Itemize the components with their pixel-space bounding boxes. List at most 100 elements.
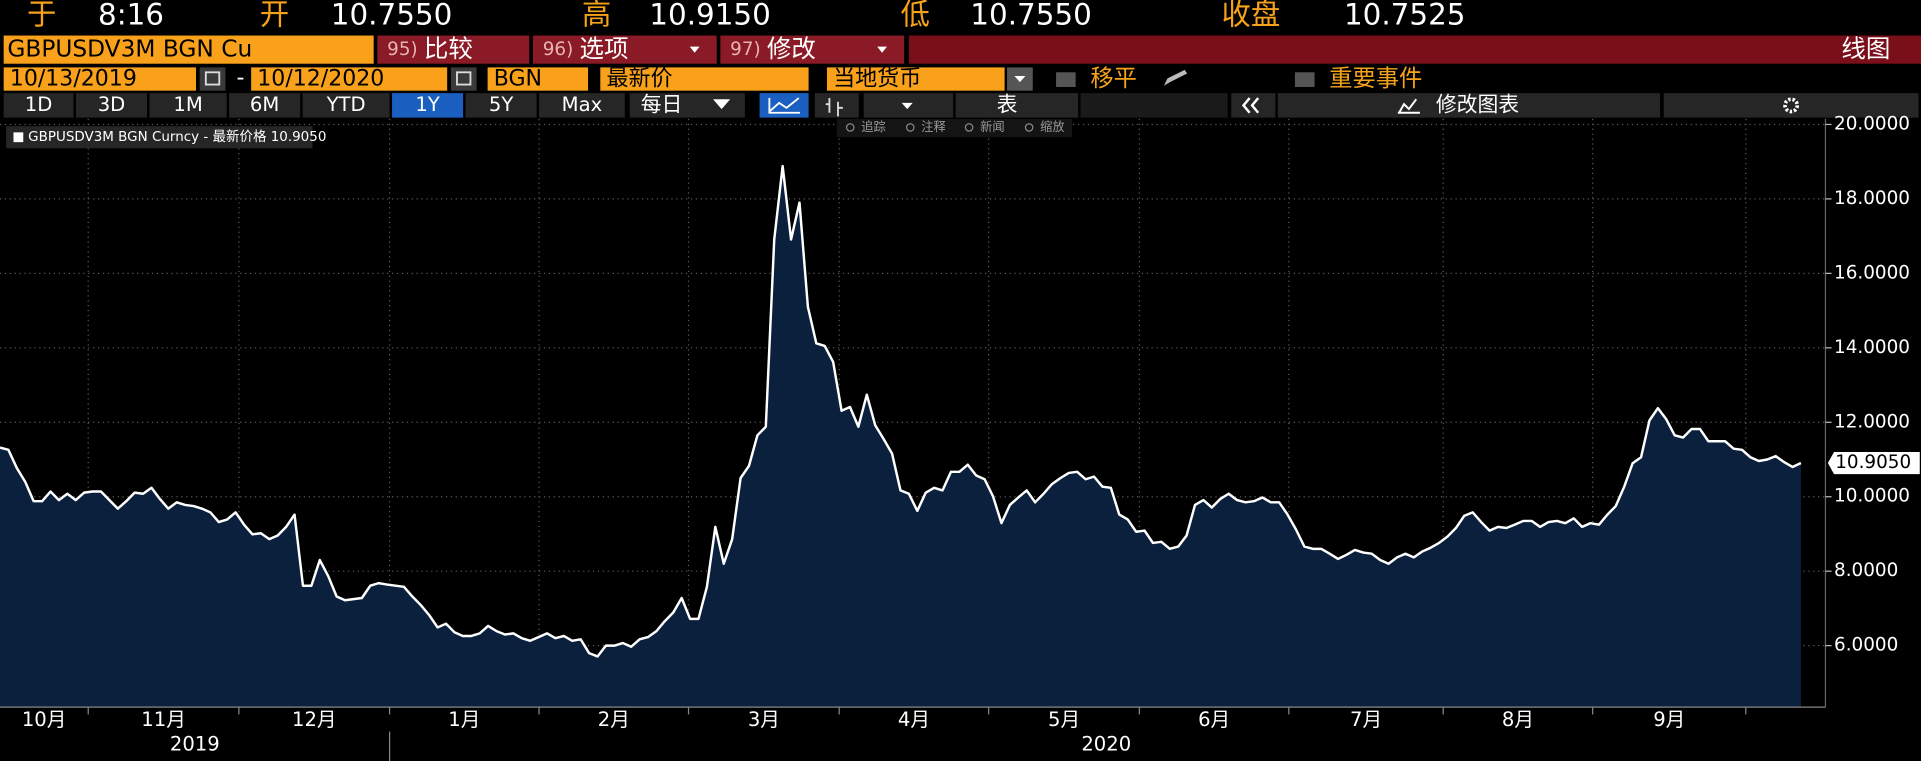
y-tick-label: 6.0000: [1834, 635, 1898, 656]
x-tick-label: 4月: [898, 708, 930, 731]
chart-type: 线图: [1841, 34, 1890, 63]
dropdown-arrow: [901, 102, 913, 110]
x-tick-label: 9月: [1653, 708, 1685, 731]
dropdown-arrow: [1014, 75, 1026, 83]
input-text: 10/12/2020: [257, 67, 384, 92]
input-field[interactable]: [487, 67, 589, 91]
menu-number: 95): [387, 39, 418, 60]
year-label: 2019: [170, 733, 220, 756]
period-label: 6M: [250, 93, 279, 116]
bar-icon: [825, 98, 843, 117]
last-value-tag: [1827, 452, 1920, 475]
x-tick-label: 12月: [292, 708, 337, 731]
checkbox-label: 重要事件: [1329, 65, 1422, 92]
period-button[interactable]: [465, 93, 537, 118]
table-button[interactable]: [955, 93, 1079, 118]
input-text: BGN: [494, 67, 542, 92]
input-field[interactable]: [251, 67, 448, 91]
period-label: 1Y: [415, 93, 439, 116]
y-tick-label: 8.0000: [1834, 560, 1898, 581]
period-label: Max: [562, 93, 603, 116]
x-tick-label: 10月: [22, 708, 67, 731]
quote-text: 开: [260, 0, 289, 31]
quote-text: 收盘: [1221, 0, 1280, 31]
checkbox[interactable]: [1294, 72, 1315, 88]
y-tick-label: 16.0000: [1834, 262, 1910, 283]
checkbox[interactable]: [1056, 72, 1076, 88]
period-label: 3D: [98, 93, 126, 116]
ticker: GBPUSDV3M BGN Cu: [7, 36, 252, 63]
title-bar: [909, 35, 1921, 64]
gear-icon: [1783, 97, 1800, 114]
tool-label: 注释: [921, 119, 945, 134]
y-tick-label: 10.0000: [1834, 486, 1910, 507]
period-label: YTD: [326, 93, 366, 116]
x-tick-label: 3月: [748, 708, 780, 731]
calendar-button[interactable]: [199, 67, 226, 91]
y-tick-label: 12.0000: [1834, 411, 1910, 432]
y-tick-label: 14.0000: [1834, 337, 1910, 358]
edit-chart-icon: [1397, 98, 1420, 114]
menu-number: 97): [730, 39, 761, 60]
menu-number: 96): [543, 39, 574, 60]
ticker-box[interactable]: [3, 35, 374, 64]
tool-label: 新闻: [980, 119, 1004, 134]
settings-button[interactable]: [1663, 93, 1919, 118]
tool-label: 缩放: [1040, 119, 1064, 134]
dropdown-arrow: [713, 99, 731, 110]
calendar-icon: [204, 71, 221, 86]
period-label: 1M: [173, 93, 202, 116]
edit-chart-button[interactable]: [1277, 93, 1661, 118]
input-field[interactable]: [3, 67, 197, 91]
frequency-button[interactable]: [629, 93, 745, 118]
quote-text: 8:16: [98, 0, 164, 31]
x-tick-label: 7月: [1350, 708, 1382, 731]
year-label: 2020: [1081, 733, 1131, 756]
period-button[interactable]: [302, 93, 390, 118]
menu-button[interactable]: [720, 35, 905, 64]
y-tick-label: 20.0000: [1834, 113, 1910, 134]
legend-box: [6, 126, 313, 149]
input-field[interactable]: [600, 67, 809, 91]
pencil-icon: [1163, 69, 1188, 86]
table-label: 表: [997, 92, 1018, 116]
frequency-label: 每日: [641, 92, 683, 116]
x-tick-label: 8月: [1502, 708, 1534, 731]
date-dash: -: [236, 65, 244, 90]
spacer: [1080, 93, 1228, 118]
y-tick-label: 18.0000: [1834, 188, 1910, 209]
input-field[interactable]: [826, 67, 1005, 91]
price-line: [0, 164, 1802, 658]
period-button[interactable]: [3, 93, 74, 118]
menu-button[interactable]: [377, 35, 530, 64]
quote-text: 10.7550: [331, 0, 453, 31]
x-tick-label: 6月: [1198, 708, 1230, 731]
tool-icon: [905, 123, 915, 132]
period-button[interactable]: [539, 93, 625, 118]
legend-label: GBPUSDV3M BGN Curncy - 最新价格 10.9050: [28, 129, 326, 145]
tool-icon: [845, 123, 855, 132]
dropdown-arrow: [877, 46, 887, 53]
input-text: 当地货币: [833, 67, 921, 92]
legend-swatch: [13, 132, 24, 143]
bar-style-button[interactable]: [814, 93, 859, 118]
calendar-icon: [456, 71, 472, 86]
x-tick-label: 5月: [1048, 708, 1080, 731]
x-tick-label: 1月: [448, 708, 480, 731]
period-label: 5Y: [489, 93, 513, 116]
menu-button[interactable]: [532, 35, 717, 64]
x-tick-label: 2月: [598, 708, 630, 731]
menu-label: 修改: [767, 34, 816, 63]
period-button[interactable]: [149, 93, 227, 118]
quote-text: 10.7525: [1344, 0, 1466, 31]
period-button[interactable]: [392, 93, 464, 118]
calendar-button[interactable]: [450, 67, 477, 91]
input-text: 10/13/2019: [10, 67, 137, 92]
checkbox-label: 移平: [1090, 65, 1137, 92]
period-button[interactable]: [75, 93, 148, 118]
tool-icon: [1024, 123, 1034, 132]
period-button[interactable]: [229, 93, 301, 118]
